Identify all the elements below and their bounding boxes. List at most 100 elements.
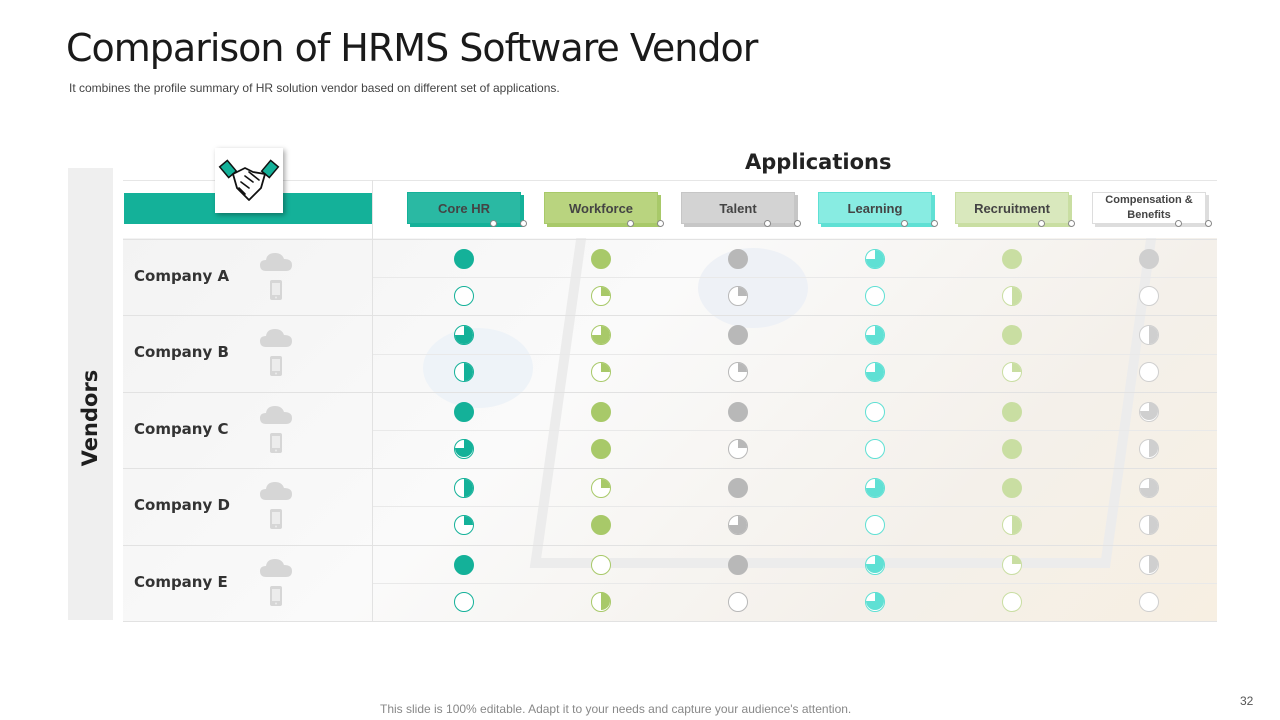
handshake-icon bbox=[218, 159, 280, 201]
rating-dot bbox=[1139, 554, 1159, 575]
rating-dot bbox=[728, 515, 748, 536]
phone-icon bbox=[269, 279, 283, 306]
phone-icon bbox=[269, 355, 283, 382]
app-tab-workforce: Workforce bbox=[544, 192, 664, 227]
cloud-icon bbox=[259, 557, 293, 584]
phone-icon bbox=[269, 432, 283, 459]
app-tab-label: Compensation & Benefits bbox=[1105, 194, 1193, 221]
rating-dot bbox=[454, 438, 474, 459]
row-separator bbox=[123, 239, 1217, 240]
cloud-icon bbox=[259, 404, 293, 431]
rating-dot bbox=[865, 362, 885, 383]
rating-dot bbox=[591, 478, 611, 499]
tab-connector-dot bbox=[490, 220, 497, 227]
tab-connector-dot bbox=[901, 220, 908, 227]
sub-row-separator bbox=[373, 582, 1217, 584]
sub-row-separator bbox=[373, 277, 1217, 279]
table-header-area bbox=[123, 180, 1217, 239]
rating-dot bbox=[865, 515, 885, 536]
rating-dot bbox=[591, 325, 611, 346]
rating-dot bbox=[1002, 478, 1022, 499]
vendors-band bbox=[68, 168, 113, 620]
rating-dot bbox=[1139, 325, 1159, 346]
rating-dot bbox=[1139, 591, 1159, 612]
cloud-icon bbox=[259, 480, 293, 507]
rating-dot bbox=[1002, 438, 1022, 459]
rating-dot bbox=[865, 286, 885, 306]
rating-dot bbox=[865, 478, 885, 499]
rating-dot bbox=[591, 591, 611, 612]
rating-dot bbox=[1002, 515, 1022, 536]
rating-dot bbox=[1139, 438, 1159, 459]
app-tab-label: Workforce bbox=[568, 200, 634, 216]
row-separator bbox=[123, 544, 1217, 546]
rating-dot bbox=[865, 591, 885, 612]
handshake-icon-box bbox=[215, 148, 283, 213]
cloud-icon bbox=[259, 251, 293, 278]
rating-dot bbox=[728, 478, 748, 499]
rating-dot bbox=[728, 325, 748, 346]
rating-dot bbox=[454, 478, 474, 499]
rating-dot bbox=[591, 249, 611, 269]
table-bottom-border bbox=[123, 621, 1217, 622]
rating-dot bbox=[728, 554, 748, 575]
company-name: Company A bbox=[134, 267, 230, 285]
tab-connector-dot bbox=[1205, 220, 1212, 227]
rating-dot bbox=[1002, 554, 1022, 575]
rating-dot bbox=[865, 401, 885, 422]
rating-dot bbox=[454, 249, 474, 269]
rating-dot bbox=[865, 438, 885, 459]
tab-connector-dot bbox=[1038, 220, 1045, 227]
row-separator bbox=[123, 468, 1217, 470]
applications-title: Applications bbox=[745, 150, 892, 174]
rating-dot bbox=[1139, 362, 1159, 383]
phone-icon bbox=[269, 585, 283, 612]
tab-connector-dot bbox=[1175, 220, 1182, 227]
rating-dot bbox=[728, 591, 748, 612]
tab-connector-dot bbox=[794, 220, 801, 227]
sub-row-separator bbox=[373, 353, 1217, 355]
app-tab-compensation-benefits: Compensation & Benefits bbox=[1092, 192, 1212, 227]
rating-dot bbox=[454, 515, 474, 536]
rating-dot bbox=[1002, 362, 1022, 383]
rating-dot bbox=[1139, 515, 1159, 536]
tab-connector-dot bbox=[931, 220, 938, 227]
company-name: Company E bbox=[134, 572, 228, 591]
rating-dot bbox=[591, 515, 611, 536]
company-name: Company B bbox=[134, 343, 229, 362]
rating-dot bbox=[1139, 478, 1159, 499]
tab-connector-dot bbox=[627, 220, 634, 227]
rating-dot bbox=[1002, 249, 1022, 269]
app-tab-learning: Learning bbox=[818, 192, 938, 227]
app-tab-label: Learning bbox=[847, 200, 903, 216]
column-divider bbox=[372, 180, 373, 621]
rating-dot bbox=[454, 286, 474, 306]
row-separator bbox=[123, 315, 1217, 317]
rating-dot bbox=[1139, 249, 1159, 269]
sub-row-separator bbox=[373, 506, 1217, 508]
app-tab-label: Recruitment bbox=[974, 200, 1050, 216]
company-name: Company C bbox=[134, 419, 229, 438]
phone-icon bbox=[269, 508, 283, 535]
rating-dot bbox=[1002, 591, 1022, 612]
rating-dot bbox=[1139, 286, 1159, 306]
app-tab-recruitment: Recruitment bbox=[955, 192, 1075, 227]
row-separator bbox=[123, 391, 1217, 393]
rating-dot bbox=[865, 249, 885, 269]
background-image bbox=[123, 238, 1217, 621]
rating-dot bbox=[591, 401, 611, 422]
footer-note: This slide is 100% editable. Adapt it to… bbox=[380, 702, 852, 716]
rating-dot bbox=[591, 286, 611, 306]
rating-dot bbox=[454, 362, 474, 383]
rating-dot bbox=[728, 362, 748, 383]
rating-dot bbox=[728, 286, 748, 306]
rating-dot bbox=[454, 325, 474, 346]
rating-dot bbox=[1002, 325, 1022, 346]
rating-dot bbox=[454, 401, 474, 422]
page-number: 32 bbox=[1240, 694, 1254, 708]
cloud-icon bbox=[259, 327, 293, 354]
page-subtitle: It combines the profile summary of HR so… bbox=[69, 81, 560, 95]
rating-dot bbox=[454, 554, 474, 575]
tab-connector-dot bbox=[1068, 220, 1075, 227]
company-name: Company D bbox=[134, 496, 230, 515]
